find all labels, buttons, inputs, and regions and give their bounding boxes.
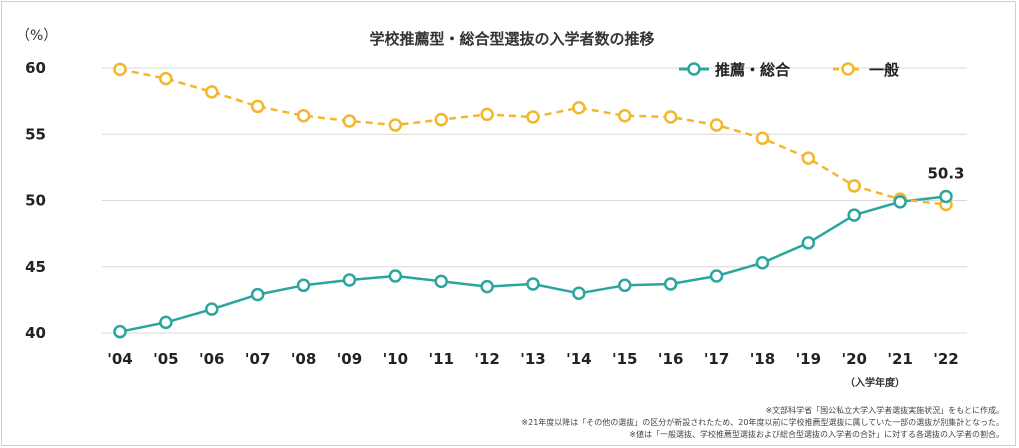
x-tick-label: '06	[199, 350, 224, 368]
series-1-point-4	[296, 108, 311, 123]
series-1-point-14	[755, 131, 770, 145]
x-tick-label: '08	[291, 350, 316, 368]
footnotes: ※文部科学省「国公私立大学入学者選抜実施状況」をもとに作成。 ※21年度以降は「…	[521, 405, 1004, 439]
x-tick-label: '10	[383, 350, 408, 368]
x-tick-label: '09	[337, 350, 362, 368]
series-1-point-11	[618, 108, 632, 123]
series-0-point-9	[526, 277, 540, 291]
chart-title: 学校推薦型・総合型選抜の入学者数の推移	[369, 30, 654, 48]
x-tick-label: '07	[245, 350, 270, 368]
x-tick-label: '18	[750, 350, 775, 368]
x-tick-label: '17	[704, 350, 729, 368]
series-1-point-8	[480, 107, 494, 122]
series-0-point-17	[893, 195, 907, 209]
x-tick-label: '15	[612, 350, 637, 368]
y-tick-label: 60	[25, 59, 46, 77]
legend: 推薦・総合 一般	[679, 61, 899, 79]
series-1-point-15	[801, 151, 816, 165]
y-tick-label: 45	[25, 258, 46, 276]
series-1-point-0	[113, 62, 127, 77]
series-1-point-13	[709, 118, 724, 132]
series-0-point-7	[434, 274, 448, 289]
series-0-point-3	[250, 287, 265, 302]
series-0-point-8	[480, 279, 494, 294]
data-label-last-recommend: 50.3	[927, 165, 964, 183]
series-0-point-18	[939, 189, 953, 204]
series-0-point-16	[847, 208, 861, 222]
x-tick-label: '04	[107, 350, 132, 368]
series-0-point-11	[618, 278, 632, 293]
series-0-point-10	[572, 286, 586, 300]
legend-label-recommend: 推薦・総合	[715, 61, 791, 79]
y-axis-ticks: 60 55 50 45 40	[25, 59, 46, 342]
series-1-point-10	[572, 101, 586, 115]
y-tick-label: 55	[25, 125, 46, 143]
legend-swatch-marker-general	[841, 62, 855, 76]
series-0-point-1	[159, 315, 173, 330]
series-0-point-12	[663, 277, 678, 291]
series-0-point-0	[113, 324, 127, 339]
series-0-point-15	[801, 236, 816, 250]
series-line-1	[119, 68, 947, 206]
footnote-source: ※文部科学省「国公私立大学入学者選抜実施状況」をもとに作成。	[765, 405, 1004, 415]
footnote-ratio-definition: ※値は「一般選抜、学校推薦型選抜および総合型選抜の入学者の合計」に対する各選抜の…	[629, 429, 1004, 439]
y-tick-label: 40	[25, 324, 46, 342]
legend-label-general: 一般	[869, 61, 899, 79]
series-1-point-7	[434, 112, 448, 127]
series-0-point-5	[342, 273, 357, 287]
series-1-point-5	[342, 114, 357, 128]
x-tick-label: '16	[658, 350, 683, 368]
x-tick-label: '12	[474, 350, 499, 368]
x-tick-label: '20	[841, 350, 866, 368]
series-0-point-2	[205, 302, 219, 316]
x-axis-ticks: '04 '05 '06 '07 '08 '09 '10 '11 '12 '13 '14 '15 '16 '…	[107, 350, 958, 368]
series-0-point-4	[296, 278, 311, 293]
series-0-point-14	[755, 256, 770, 270]
gridlines	[102, 67, 967, 334]
series-1-point-16	[847, 179, 861, 193]
footnote-category-change: ※21年度以降は「その他の選抜」の区分が新設されたため、20年度以前に学校推薦型…	[521, 417, 1004, 427]
series-0-point-6	[388, 269, 403, 283]
series-1-point-6	[388, 118, 403, 132]
series-0-point-13	[709, 269, 724, 283]
series-line-0	[119, 195, 947, 333]
x-tick-label: '11	[428, 350, 453, 368]
x-tick-label: '05	[153, 350, 178, 368]
x-tick-label: '22	[933, 350, 958, 368]
x-axis-label: （入学年度）	[845, 376, 905, 389]
x-tick-label: '14	[566, 350, 591, 368]
series-1-point-3	[250, 99, 265, 114]
series-1-point-1	[159, 71, 173, 86]
series-points	[113, 62, 953, 339]
series-1-point-9	[526, 110, 540, 124]
legend-swatch-marker-recommend	[687, 62, 701, 76]
series-1-point-12	[663, 110, 678, 124]
x-tick-label: '19	[796, 350, 821, 368]
x-tick-label: '21	[887, 350, 912, 368]
x-tick-label: '13	[520, 350, 545, 368]
series-1-point-2	[205, 85, 219, 99]
y-axis-unit-label: （%）	[16, 28, 57, 44]
y-tick-label: 50	[25, 192, 46, 210]
